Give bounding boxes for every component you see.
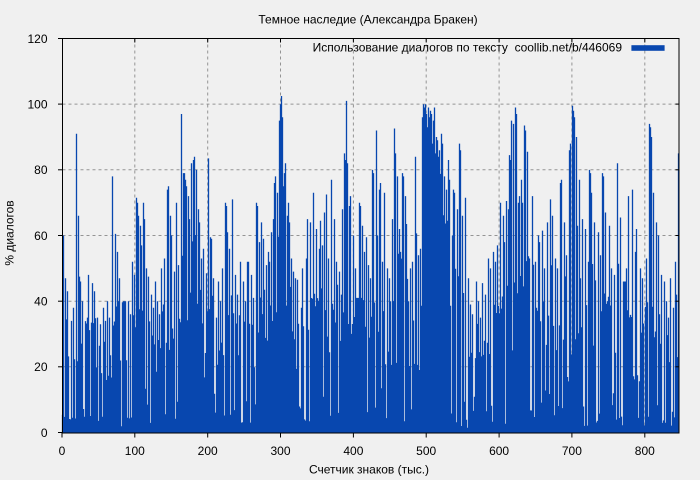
svg-text:0: 0 xyxy=(41,426,48,440)
svg-text:100: 100 xyxy=(27,97,47,111)
svg-text:40: 40 xyxy=(34,295,48,309)
svg-text:200: 200 xyxy=(198,444,218,458)
svg-text:120: 120 xyxy=(27,32,47,46)
svg-text:400: 400 xyxy=(343,444,363,458)
svg-text:0: 0 xyxy=(59,444,66,458)
svg-text:300: 300 xyxy=(270,444,290,458)
svg-text:Счетчик знаков (тыс.): Счетчик знаков (тыс.) xyxy=(309,463,429,477)
svg-text:100: 100 xyxy=(125,444,145,458)
svg-text:60: 60 xyxy=(34,229,48,243)
svg-text:20: 20 xyxy=(34,360,48,374)
svg-text:600: 600 xyxy=(489,444,509,458)
svg-text:500: 500 xyxy=(416,444,436,458)
svg-text:80: 80 xyxy=(34,163,48,177)
svg-text:700: 700 xyxy=(562,444,582,458)
svg-text:Использование диалогов по текс: Использование диалогов по тексту coollib… xyxy=(313,41,623,55)
svg-text:800: 800 xyxy=(635,444,655,458)
svg-text:Темное наследие (Александра Бр: Темное наследие (Александра Бракен) xyxy=(258,13,477,27)
svg-text:% диалогов: % диалогов xyxy=(3,200,17,265)
